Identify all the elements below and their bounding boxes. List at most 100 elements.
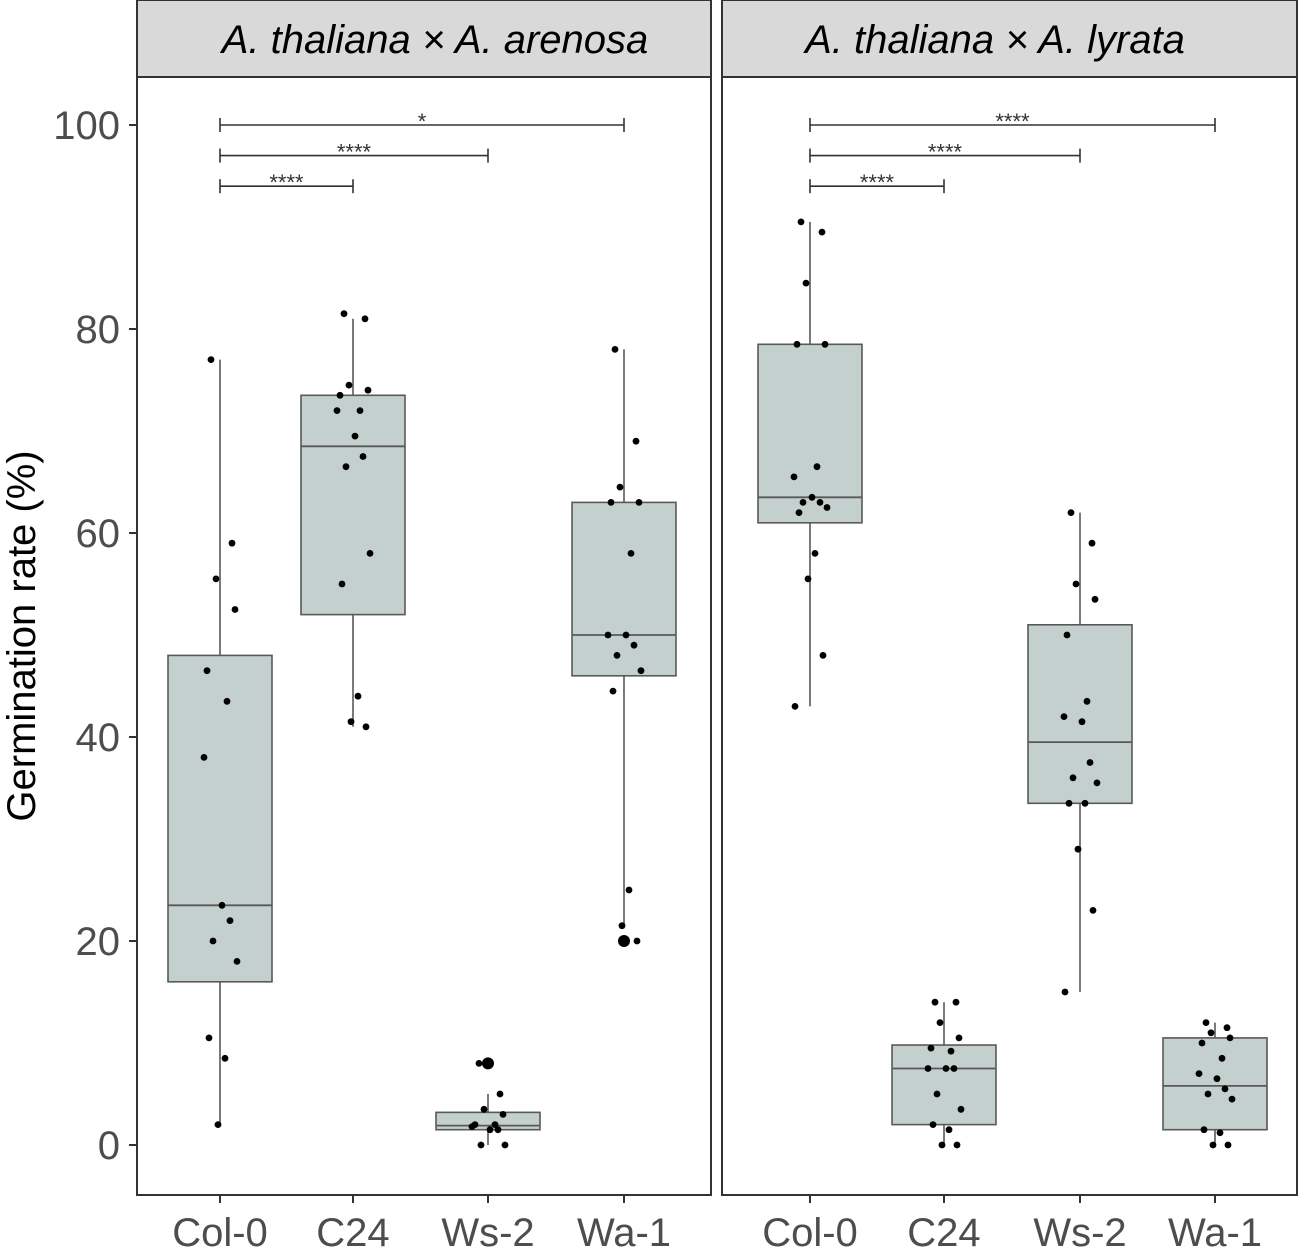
data-point: [607, 499, 615, 506]
data-point: [1218, 1054, 1226, 1062]
x-tick-label: Ws-2: [441, 1211, 534, 1251]
data-point: [475, 1060, 483, 1067]
box-iqr: [891, 1044, 997, 1126]
data-point: [1213, 1075, 1221, 1083]
data-point: [345, 381, 353, 389]
data-point: [635, 499, 643, 506]
data-point: [816, 499, 824, 506]
data-point: [1069, 774, 1077, 782]
data-point: [203, 667, 211, 675]
data-point: [1226, 1034, 1234, 1042]
data-point: [223, 697, 231, 705]
data-point: [359, 453, 367, 460]
data-point: [361, 315, 369, 323]
data-point: [795, 509, 803, 516]
data-point: [924, 1065, 932, 1072]
data-point: [933, 1090, 941, 1098]
data-point: [1074, 845, 1082, 853]
data-point: [802, 279, 810, 287]
chart-marks: Col-0 C24 Ws-2 Wa-1*********Col-0 C24 Ws-2 Wa-…: [167, 109, 1268, 1251]
box-iqr: [757, 343, 863, 524]
data-point: [797, 218, 805, 226]
data-point: [630, 641, 638, 649]
data-point: [799, 499, 807, 506]
data-point: [1091, 595, 1099, 603]
data-point: [354, 692, 362, 700]
data-point: [823, 504, 831, 511]
data-point: [356, 407, 364, 414]
data-point: [627, 550, 635, 557]
data-point: [364, 386, 372, 394]
data-point: [207, 356, 215, 363]
data-point: [218, 901, 226, 909]
data-point: [609, 687, 617, 695]
data-point: [813, 463, 821, 471]
data-point: [604, 631, 612, 639]
data-point: [1086, 759, 1094, 766]
data-point: [1224, 1141, 1232, 1149]
data-point: [1223, 1024, 1231, 1032]
sig-label: ****: [269, 170, 304, 195]
data-point: [362, 723, 370, 731]
data-point: [486, 1126, 494, 1134]
y-axis-title: Germination rate (%): [0, 450, 44, 821]
panel-1-title: A. thaliana × A. arenosa: [220, 18, 649, 62]
sig-label: *: [418, 109, 427, 134]
data-point: [957, 1105, 965, 1113]
data-point: [347, 718, 355, 726]
data-point: [336, 391, 344, 399]
data-point: [1207, 1029, 1215, 1037]
data-point: [1060, 713, 1068, 720]
data-point: [953, 1141, 961, 1149]
data-point: [212, 575, 220, 583]
data-point: [205, 1034, 213, 1042]
data-point: [1202, 1019, 1210, 1026]
outlier-point: [618, 935, 630, 947]
box-iqr: [167, 654, 273, 983]
data-point: [790, 473, 798, 481]
data-point: [952, 998, 960, 1006]
data-point: [226, 917, 234, 924]
data-point: [618, 922, 626, 930]
data-point: [214, 1121, 222, 1128]
data-point: [1228, 1095, 1236, 1103]
data-point: [633, 937, 641, 945]
sig-label: ****: [928, 140, 963, 165]
data-point: [1072, 580, 1080, 588]
outlier-point: [482, 1057, 494, 1070]
panel-2-title: A. thaliana × A. lyrata: [803, 18, 1185, 62]
data-point: [625, 886, 633, 894]
y-axis: 0 20 40 60 80 100: [53, 104, 137, 1168]
data-point: [1216, 1129, 1224, 1137]
data-point: [501, 1141, 509, 1149]
x-tick-label: Wa-1: [1168, 1211, 1262, 1251]
data-point: [929, 1121, 937, 1128]
data-point: [811, 550, 819, 557]
data-point: [340, 310, 348, 318]
data-point: [233, 958, 241, 965]
panel-2-frame: [721, 76, 1298, 1196]
data-point: [480, 1105, 488, 1113]
data-point: [1093, 779, 1101, 787]
data-point: [1204, 1090, 1212, 1098]
sig-label: ****: [337, 140, 372, 165]
y-tick-label: 20: [76, 920, 121, 964]
data-point: [1061, 988, 1069, 996]
data-point: [1067, 509, 1075, 516]
data-point: [477, 1141, 485, 1149]
y-tick-label: 40: [76, 716, 121, 760]
box-iqr: [1027, 623, 1133, 805]
y-tick-label: 60: [76, 512, 121, 556]
data-point: [819, 652, 827, 659]
data-point: [936, 1019, 944, 1026]
data-point: [366, 550, 374, 557]
data-point: [927, 1044, 935, 1052]
data-point: [818, 228, 826, 236]
data-point: [945, 1126, 953, 1134]
x-tick-label: Ws-2: [1033, 1211, 1126, 1251]
data-point: [228, 539, 236, 547]
data-point: [1195, 1070, 1203, 1077]
data-point: [942, 1065, 950, 1072]
x-tick-label: Col-0: [172, 1211, 268, 1251]
